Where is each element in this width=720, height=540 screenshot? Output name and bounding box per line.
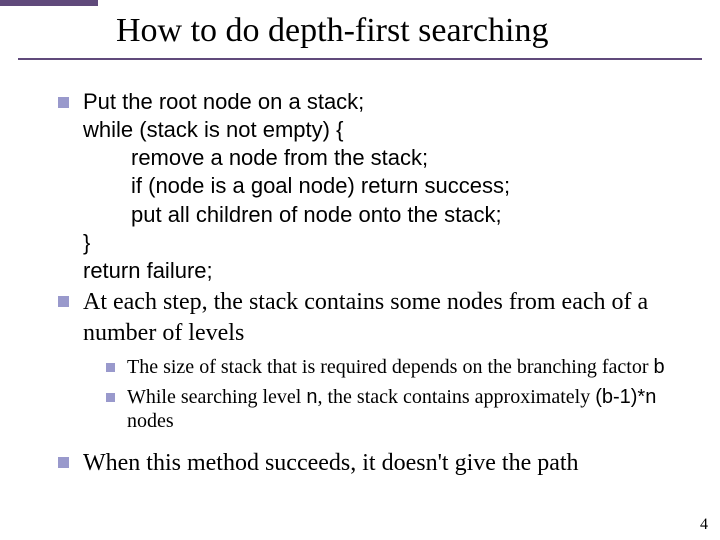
content-area: Put the root node on a stack; while (sta…: [58, 88, 698, 478]
title-underline: [18, 58, 702, 60]
square-bullet-icon: [106, 363, 115, 372]
sub-list-item: The size of stack that is required depen…: [106, 355, 698, 379]
code-line: remove a node from the stack;: [131, 144, 510, 172]
code-line: }: [83, 229, 510, 257]
code-line: Put the root node on a stack;: [83, 88, 510, 116]
sub-list-text: While searching level n, the stack conta…: [127, 385, 698, 434]
accent-bar: [0, 0, 98, 6]
list-item: When this method succeeds, it doesn't gi…: [58, 448, 698, 479]
list-item: At each step, the stack contains some no…: [58, 287, 698, 348]
square-bullet-icon: [58, 457, 69, 468]
sub-list-item: While searching level n, the stack conta…: [106, 385, 698, 434]
code-line: return failure;: [83, 257, 510, 285]
square-bullet-icon: [58, 296, 69, 307]
square-bullet-icon: [106, 393, 115, 402]
list-text: At each step, the stack contains some no…: [83, 287, 698, 348]
code-line: while (stack is not empty) {: [83, 116, 510, 144]
code-token: (b-1)*n: [595, 386, 656, 408]
list-text: When this method succeeds, it doesn't gi…: [83, 448, 579, 479]
code-line: put all children of node onto the stack;: [131, 201, 510, 229]
code-token: b: [653, 356, 664, 378]
page-number: 4: [700, 516, 708, 534]
pseudocode-block: Put the root node on a stack; while (sta…: [83, 88, 510, 285]
list-item: Put the root node on a stack; while (sta…: [58, 88, 698, 285]
code-token: n: [306, 386, 317, 408]
slide-title: How to do depth-first searching: [116, 12, 548, 50]
sub-list-text: The size of stack that is required depen…: [127, 355, 665, 379]
code-line: if (node is a goal node) return success;: [131, 172, 510, 200]
square-bullet-icon: [58, 97, 69, 108]
